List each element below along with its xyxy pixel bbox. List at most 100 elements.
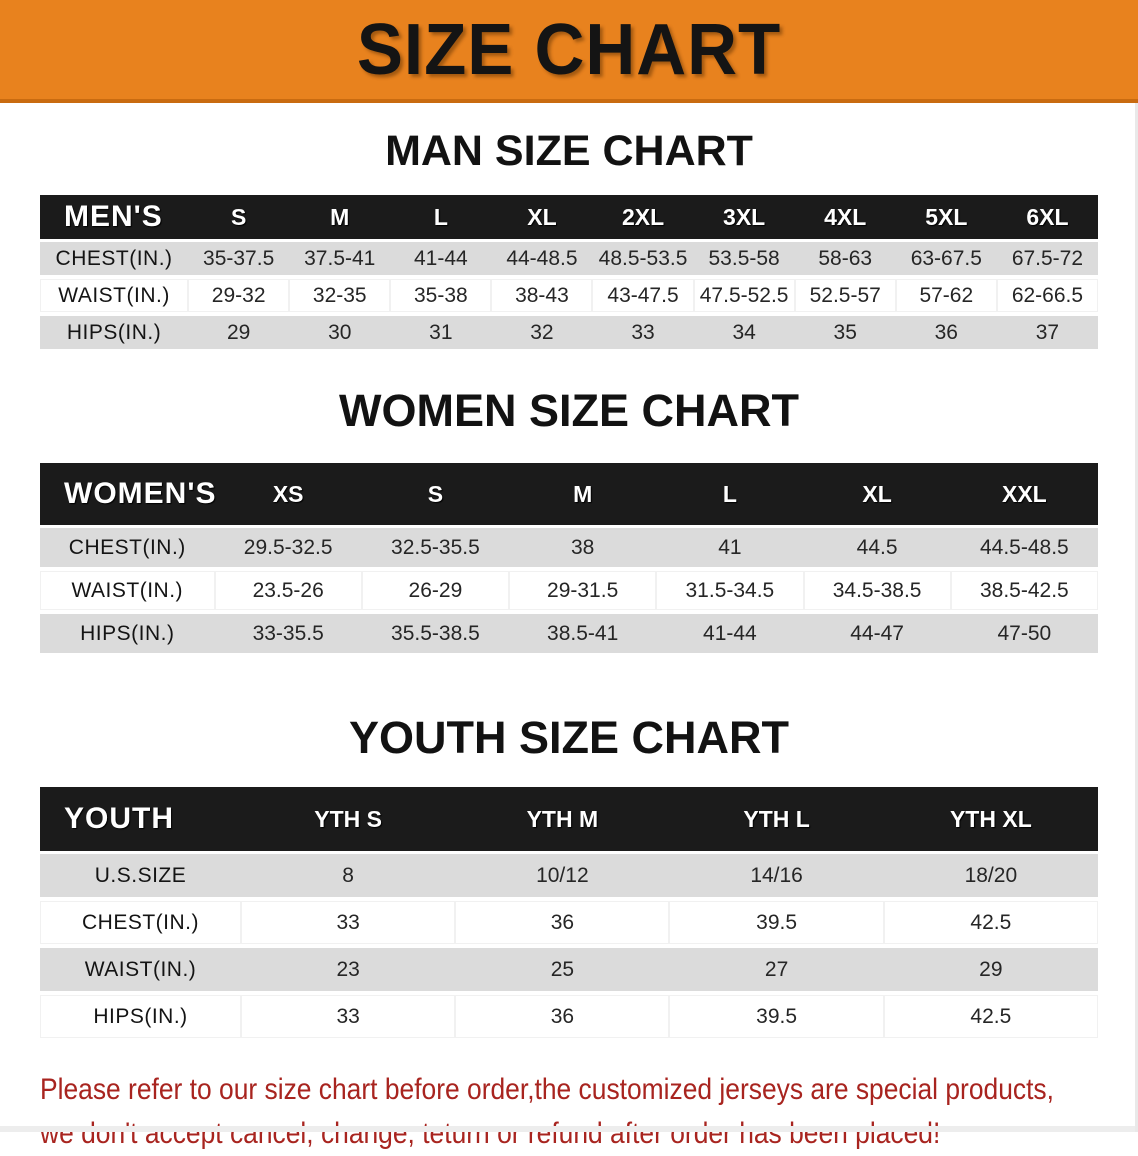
table-title: YOUTH [40, 787, 242, 854]
table-row: CHEST(IN.) 33 36 39.5 42.5 [40, 899, 1098, 948]
size-cell: 39.5 [669, 993, 884, 1042]
size-cell: 18/20 [883, 852, 1098, 901]
column-header: 5XL [895, 195, 997, 242]
row-label: HIPS(IN.) [40, 993, 242, 1042]
row-label: U.S.SIZE [40, 852, 242, 901]
row-label: CHEST(IN.) [40, 240, 189, 279]
size-cell: 27 [669, 946, 884, 995]
size-cell: 67.5-72 [996, 240, 1098, 279]
section-youth: YOUTH SIZE CHART YOUTH YTH S YTH M YTH L YTH… [0, 713, 1138, 1042]
table-title: MEN'S [40, 195, 189, 242]
size-cell: 47-50 [950, 612, 1098, 657]
disclaimer-line-2: we don't accept cancel, change, teturn o… [40, 1117, 941, 1150]
youth-size-chart-heading: YOUTH SIZE CHART [348, 712, 789, 763]
size-cell: 29 [883, 946, 1098, 995]
bottom-edge-strip [0, 1126, 1138, 1132]
size-cell: 48.5-53.5 [592, 240, 694, 279]
column-header: M [289, 195, 391, 242]
size-cell: 57-62 [895, 277, 997, 316]
table-title: WOMEN'S [40, 463, 215, 528]
table-header-row: YOUTH YTH S YTH M YTH L YTH XL [40, 787, 1098, 854]
size-cell: 33 [241, 993, 456, 1042]
table-row: CHEST(IN.) 35-37.5 37.5-41 41-44 44-48.5 48.5… [40, 240, 1098, 279]
size-cell: 35-37.5 [188, 240, 290, 279]
table-row: CHEST(IN.) 29.5-32.5 32.5-35.5 38 41 44.5 44.5… [40, 526, 1098, 571]
size-cell: 39.5 [669, 899, 884, 948]
banner: SIZE CHART [0, 0, 1138, 103]
row-label: WAIST(IN.) [40, 277, 189, 316]
size-cell: 33 [592, 314, 694, 353]
size-cell: 41 [656, 526, 804, 571]
size-cell: 33-35.5 [214, 612, 362, 657]
women-size-chart-heading: WOMEN SIZE CHART [339, 385, 799, 436]
size-cell: 33 [241, 899, 456, 948]
column-header: XL [491, 195, 593, 242]
size-cell: 8 [241, 852, 456, 901]
size-cell: 29 [188, 314, 290, 353]
size-cell: 23.5-26 [214, 569, 362, 614]
size-cell: 34.5-38.5 [803, 569, 951, 614]
column-header: 2XL [592, 195, 694, 242]
column-header: XXL [950, 463, 1098, 528]
section-women: WOMEN SIZE CHART WOMEN'S XS S M L XL XXL CHEST(… [0, 387, 1138, 657]
size-cell: 32-35 [289, 277, 391, 316]
size-cell: 41-44 [390, 240, 492, 279]
size-cell: 35.5-38.5 [361, 612, 510, 657]
disclaimer: Please refer to our size chart before or… [40, 1068, 1138, 1156]
size-cell: 58-63 [794, 240, 896, 279]
disclaimer-line-1: Please refer to our size chart before or… [40, 1073, 1054, 1106]
size-cell: 44.5-48.5 [950, 526, 1098, 571]
size-cell: 36 [455, 993, 670, 1042]
size-cell: 32.5-35.5 [361, 526, 510, 571]
size-cell: 44-48.5 [491, 240, 593, 279]
size-cell: 42.5 [883, 899, 1098, 948]
size-cell: 36 [455, 899, 670, 948]
column-header: YTH XL [883, 787, 1098, 854]
size-cell: 32 [491, 314, 593, 353]
size-cell: 52.5-57 [794, 277, 896, 316]
table-row: HIPS(IN.) 33 36 39.5 42.5 [40, 993, 1098, 1042]
column-header: M [509, 463, 657, 528]
column-header: S [188, 195, 290, 242]
column-header: YTH L [669, 787, 884, 854]
size-cell: 23 [241, 946, 456, 995]
column-header: XL [803, 463, 951, 528]
row-label: CHEST(IN.) [40, 526, 215, 571]
column-header: 6XL [996, 195, 1098, 242]
size-cell: 31.5-34.5 [656, 569, 804, 614]
men-size-table: MEN'S S M L XL 2XL 3XL 4XL 5XL 6XL CHEST(IN.) 35-37… [40, 195, 1098, 353]
column-header: YTH S [241, 787, 456, 854]
table-row: HIPS(IN.) 33-35.5 35.5-38.5 38.5-41 41-44 44-… [40, 612, 1098, 657]
women-size-table: WOMEN'S XS S M L XL XXL CHEST(IN.) 29.5-32.5 32.5… [40, 463, 1098, 657]
column-header: 4XL [794, 195, 896, 242]
men-size-chart-heading: MAN SIZE CHART [385, 127, 753, 175]
size-cell: 37.5-41 [289, 240, 391, 279]
size-cell: 14/16 [669, 852, 884, 901]
table-header-row: WOMEN'S XS S M L XL XXL [40, 463, 1098, 528]
size-cell: 62-66.5 [996, 277, 1098, 316]
column-header: S [361, 463, 510, 528]
row-label: HIPS(IN.) [40, 314, 189, 353]
size-cell: 38.5-42.5 [950, 569, 1098, 614]
column-header: L [390, 195, 492, 242]
table-row: WAIST(IN.) 23.5-26 26-29 29-31.5 31.5-34.5 34… [40, 569, 1098, 614]
table-row: HIPS(IN.) 29 30 31 32 33 34 35 36 37 [40, 314, 1098, 353]
size-cell: 25 [455, 946, 670, 995]
column-header: YTH M [455, 787, 670, 854]
size-cell: 29-32 [188, 277, 290, 316]
row-label: CHEST(IN.) [40, 899, 242, 948]
size-cell: 63-67.5 [895, 240, 997, 279]
row-label: WAIST(IN.) [40, 569, 215, 614]
size-cell: 26-29 [361, 569, 510, 614]
size-cell: 29-31.5 [509, 569, 657, 614]
size-cell: 35-38 [390, 277, 492, 316]
size-cell: 44-47 [803, 612, 951, 657]
size-cell: 43-47.5 [592, 277, 694, 316]
size-cell: 31 [390, 314, 492, 353]
size-cell: 44.5 [803, 526, 951, 571]
size-cell: 30 [289, 314, 391, 353]
table-row: WAIST(IN.) 29-32 32-35 35-38 38-43 43-47.5 47.… [40, 277, 1098, 316]
row-label: HIPS(IN.) [40, 612, 215, 657]
column-header: XS [214, 463, 362, 528]
size-cell: 38 [509, 526, 657, 571]
